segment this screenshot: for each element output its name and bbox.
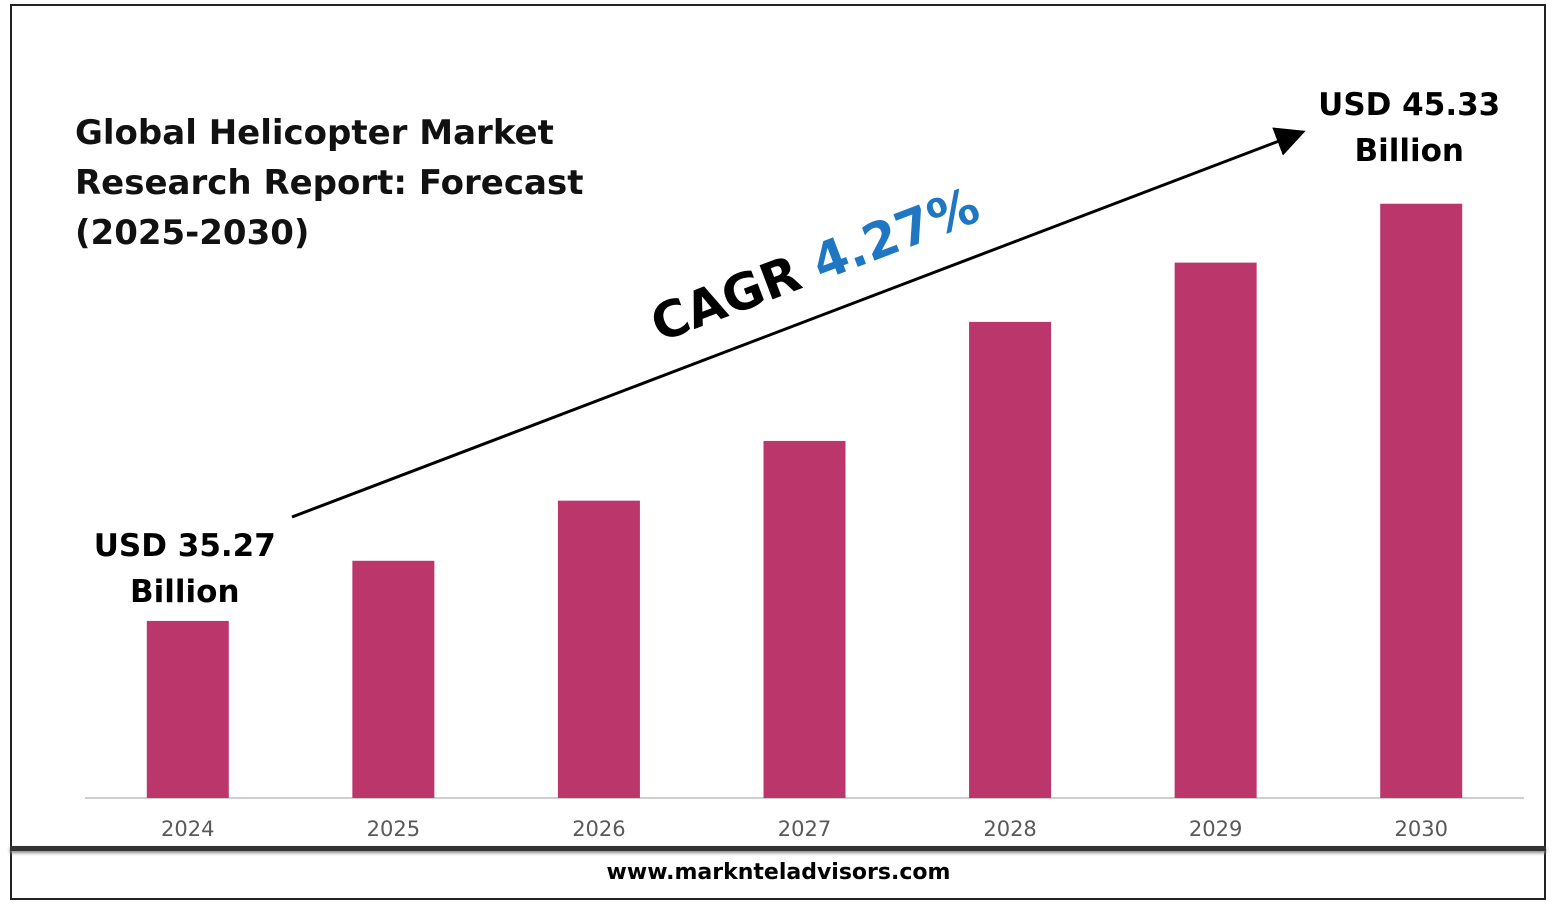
separator — [10, 846, 1546, 851]
frame — [10, 4, 1546, 900]
x-tick-label: 2025 — [367, 817, 420, 841]
x-tick-label: 2026 — [572, 817, 625, 841]
x-tick-label: 2027 — [778, 817, 831, 841]
bar — [557, 500, 640, 798]
value-label: USD 45.33 Billion — [1318, 86, 1501, 169]
bar — [352, 560, 435, 798]
trend-arrow — [291, 127, 1306, 519]
bar — [1174, 262, 1257, 798]
bar — [1380, 203, 1463, 799]
source: www.marknteladvisors.com — [606, 860, 951, 885]
chart-title: Global Helicopter Market Research Report… — [75, 113, 584, 253]
bar — [969, 321, 1052, 798]
x-tick-label: 2029 — [1189, 817, 1242, 841]
bar — [146, 620, 229, 798]
x-tick-label: 2028 — [983, 817, 1036, 841]
bar — [763, 440, 846, 798]
value-label: USD 35.27 Billion — [93, 527, 276, 610]
x-tick-label: 2030 — [1394, 817, 1447, 841]
x-tick-label: 2024 — [161, 817, 214, 841]
